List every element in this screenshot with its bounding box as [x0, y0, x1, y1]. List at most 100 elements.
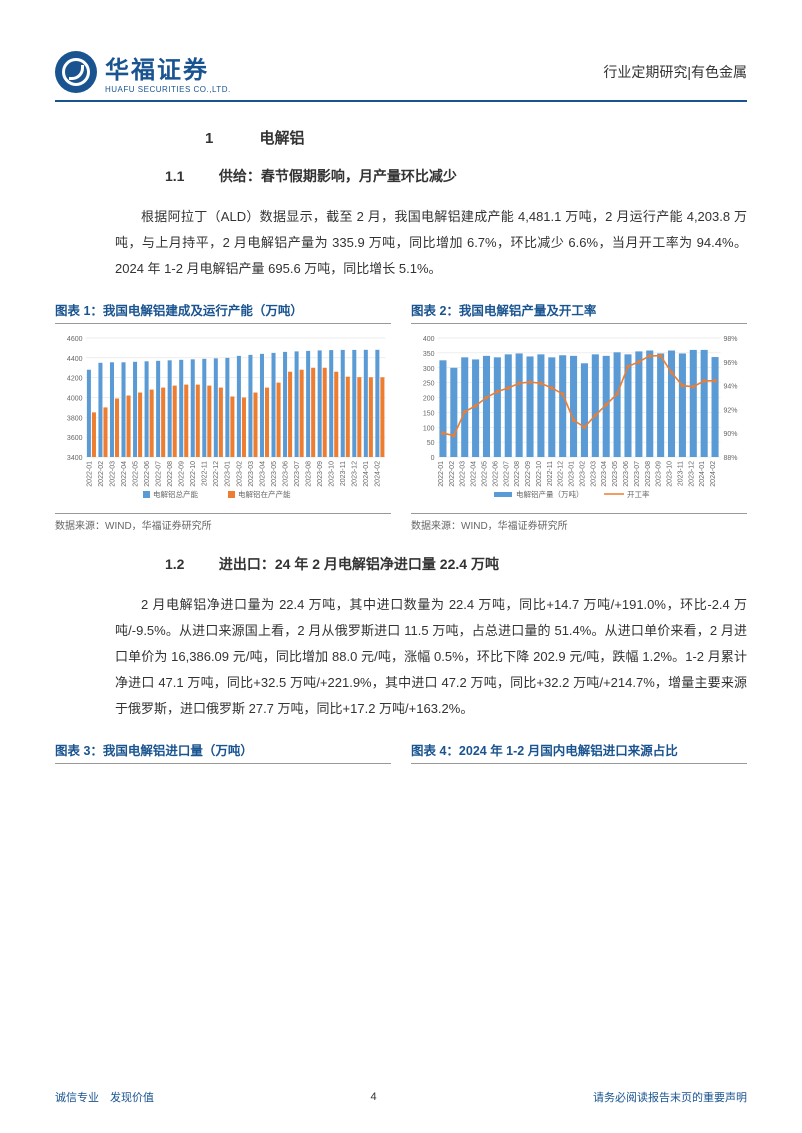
svg-text:2022-06: 2022-06 [492, 461, 499, 487]
svg-text:50: 50 [427, 440, 435, 447]
section-heading: 1 电解铝 [55, 127, 747, 148]
chart-3-block: 图表 3：我国电解铝进口量（万吨） [55, 740, 391, 770]
subsection-heading-2: 1.2 进出口：24 年 2 月电解铝净进口量 22.4 万吨 [165, 554, 747, 574]
svg-text:2022-01: 2022-01 [86, 461, 93, 487]
svg-text:92%: 92% [724, 407, 738, 414]
svg-text:电解铝产量（万吨）: 电解铝产量（万吨） [516, 489, 584, 499]
svg-text:2023-09: 2023-09 [317, 461, 324, 487]
chart-2-svg: 05010015020025030035040088%90%92%94%96%9… [411, 330, 747, 505]
svg-text:2023-10: 2023-10 [329, 461, 336, 487]
svg-text:2022-07: 2022-07 [156, 461, 163, 487]
charts-row-1: 图表 1：我国电解铝建成及运行产能（万吨） 340036003800400042… [55, 300, 747, 532]
svg-text:2022-01: 2022-01 [438, 461, 445, 487]
svg-text:电解铝在产产能: 电解铝在产产能 [238, 489, 291, 499]
svg-text:2023-02: 2023-02 [236, 461, 243, 487]
chart-1-source: 数据来源：WIND，华福证券研究所 [55, 513, 391, 532]
svg-text:2023-04: 2023-04 [601, 461, 608, 487]
svg-text:350: 350 [423, 351, 435, 358]
svg-text:2022-10: 2022-10 [190, 461, 197, 487]
svg-text:2023-12: 2023-12 [688, 461, 695, 487]
chart-3-title: 图表 3：我国电解铝进口量（万吨） [55, 740, 391, 764]
svg-text:4600: 4600 [67, 336, 83, 343]
svg-text:2023-08: 2023-08 [645, 461, 652, 487]
svg-text:2023-03: 2023-03 [248, 461, 255, 487]
chart-1-svg: 34003600380040004200440046002022-012022-… [55, 330, 391, 505]
svg-text:0: 0 [431, 455, 435, 462]
footer-page-number: 4 [370, 1091, 376, 1103]
svg-text:4200: 4200 [67, 376, 83, 383]
svg-text:2024-01: 2024-01 [699, 461, 706, 487]
svg-text:2022-11: 2022-11 [202, 461, 209, 486]
svg-text:2022-12: 2022-12 [213, 461, 220, 487]
chart-4-block: 图表 4：2024 年 1-2 月国内电解铝进口来源占比 [411, 740, 747, 770]
subsection-title: 供给：春节假期影响，月产量环比减少 [219, 168, 457, 184]
svg-text:2023-08: 2023-08 [306, 461, 313, 487]
svg-text:250: 250 [423, 381, 435, 388]
svg-text:200: 200 [423, 396, 435, 403]
page-footer: 诚信专业 发现价值 4 请务必阅读报告末页的重要声明 [55, 1089, 747, 1105]
svg-text:2024-02: 2024-02 [710, 461, 717, 487]
svg-text:2022-02: 2022-02 [98, 461, 105, 487]
svg-text:2023-02: 2023-02 [579, 461, 586, 487]
svg-text:2023-09: 2023-09 [656, 461, 663, 487]
svg-text:300: 300 [423, 366, 435, 373]
svg-text:90%: 90% [724, 431, 738, 438]
svg-text:98%: 98% [724, 336, 738, 343]
svg-text:2022-04: 2022-04 [471, 461, 478, 487]
svg-text:2022-09: 2022-09 [525, 461, 532, 487]
svg-text:2023-07: 2023-07 [294, 461, 301, 487]
svg-text:2023-04: 2023-04 [259, 461, 266, 487]
svg-text:2022-02: 2022-02 [449, 461, 456, 487]
svg-text:96%: 96% [724, 360, 738, 367]
logo-icon [55, 51, 97, 93]
svg-text:2023-07: 2023-07 [634, 461, 641, 487]
svg-text:2023-11: 2023-11 [340, 461, 347, 486]
svg-text:4400: 4400 [67, 356, 83, 363]
svg-text:3600: 3600 [67, 435, 83, 442]
svg-text:2023-05: 2023-05 [612, 461, 619, 487]
svg-text:2023-12: 2023-12 [352, 461, 359, 487]
svg-text:88%: 88% [724, 455, 738, 462]
header-category: 行业定期研究|有色金属 [603, 62, 747, 82]
svg-text:2022-05: 2022-05 [132, 461, 139, 487]
svg-text:2023-06: 2023-06 [282, 461, 289, 487]
svg-text:2022-08: 2022-08 [514, 461, 521, 487]
svg-text:94%: 94% [724, 384, 738, 391]
chart-2-block: 图表 2：我国电解铝产量及开工率 05010015020025030035040… [411, 300, 747, 532]
section-title: 电解铝 [259, 130, 304, 147]
svg-text:2024-02: 2024-02 [375, 461, 382, 487]
paragraph-1: 根据阿拉丁（ALD）数据显示，截至 2 月，我国电解铝建成产能 4,481.1 … [115, 204, 747, 282]
subsection-heading: 1.1 供给：春节假期影响，月产量环比减少 [165, 166, 747, 186]
svg-text:2022-12: 2022-12 [558, 461, 565, 487]
svg-text:2023-01: 2023-01 [225, 461, 232, 487]
svg-text:2023-06: 2023-06 [623, 461, 630, 487]
svg-text:2023-10: 2023-10 [667, 461, 674, 487]
svg-text:2023-03: 2023-03 [590, 461, 597, 487]
svg-text:2023-01: 2023-01 [569, 461, 576, 487]
svg-text:2022-06: 2022-06 [144, 461, 151, 487]
svg-text:2023-05: 2023-05 [271, 461, 278, 487]
svg-text:开工率: 开工率 [627, 489, 650, 499]
svg-text:400: 400 [423, 336, 435, 343]
footer-left: 诚信专业 发现价值 [55, 1089, 154, 1105]
chart-1-title: 图表 1：我国电解铝建成及运行产能（万吨） [55, 300, 391, 324]
chart-2-title: 图表 2：我国电解铝产量及开工率 [411, 300, 747, 324]
logo: 华福证券 HUAFU SECURITIES CO.,LTD. [55, 50, 231, 94]
chart-1-block: 图表 1：我国电解铝建成及运行产能（万吨） 340036003800400042… [55, 300, 391, 532]
subsection-number: 1.1 [165, 168, 215, 184]
svg-text:2022-09: 2022-09 [179, 461, 186, 487]
svg-text:2022-11: 2022-11 [547, 461, 554, 486]
svg-text:2022-04: 2022-04 [121, 461, 128, 487]
logo-text: 华福证券 HUAFU SECURITIES CO.,LTD. [105, 50, 231, 94]
section-number: 1 [205, 130, 255, 147]
chart-2-source: 数据来源：WIND，华福证券研究所 [411, 513, 747, 532]
chart-4-title: 图表 4：2024 年 1-2 月国内电解铝进口来源占比 [411, 740, 747, 764]
svg-text:电解铝总产能: 电解铝总产能 [153, 489, 198, 499]
logo-en: HUAFU SECURITIES CO.,LTD. [105, 85, 231, 94]
footer-right: 请务必阅读报告末页的重要声明 [593, 1089, 747, 1105]
svg-text:2022-03: 2022-03 [460, 461, 467, 487]
svg-text:4000: 4000 [67, 396, 83, 403]
logo-cn: 华福证券 [105, 50, 231, 85]
paragraph-2: 2 月电解铝净进口量为 22.4 万吨，其中进口数量为 22.4 万吨，同比+1… [115, 592, 747, 722]
svg-text:150: 150 [423, 410, 435, 417]
